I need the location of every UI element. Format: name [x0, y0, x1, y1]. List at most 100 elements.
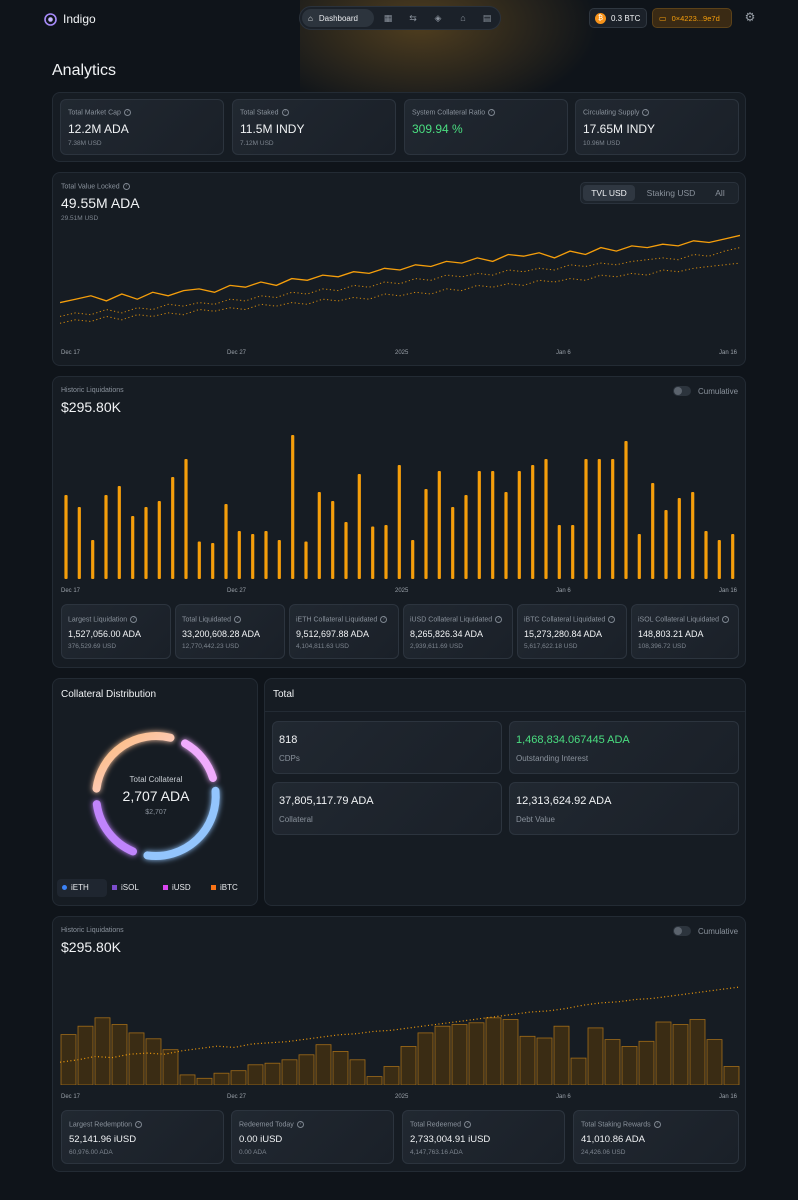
liquidation-bar: [531, 465, 535, 579]
donut-segment-iusd[interactable]: [181, 739, 217, 782]
stat-value: 17.65M INDY: [583, 122, 656, 136]
stat-sub: 4,104,811.63 USD: [296, 643, 349, 650]
cumulative-label: Cumulative: [698, 387, 739, 396]
legend-item-ieth[interactable]: iETH: [57, 879, 107, 897]
x-tick: 2025: [395, 1094, 409, 1100]
stat-sub: 10.96M USD: [583, 140, 621, 147]
cumulative-toggle[interactable]: [673, 386, 691, 396]
liquidations-panel: Historic Liquidations $295.80K Cumulativ…: [52, 376, 746, 668]
liquidation-bar: [344, 522, 348, 579]
btc-balance-button[interactable]: ₿ 0.3 BTC: [589, 8, 647, 28]
total-panel: Total 818 CDPs 1,468,834.067445 ADA Outs…: [264, 678, 746, 906]
stat-card: Circulating Supply? 17.65M INDY 10.96M U…: [575, 99, 739, 155]
info-icon[interactable]: ?: [495, 616, 503, 623]
info-icon[interactable]: ?: [488, 109, 496, 116]
info-icon[interactable]: ?: [122, 183, 130, 190]
redemption-bar: [689, 1019, 706, 1085]
x-tick: 2025: [395, 588, 409, 594]
info-icon[interactable]: ?: [234, 616, 242, 623]
nav-dashboard-button[interactable]: ⌂ Dashboard: [302, 9, 374, 27]
cumulative-toggle[interactable]: [673, 926, 691, 936]
tab-tvl-usd[interactable]: TVL USD: [583, 185, 635, 201]
btc-balance: 0.3 BTC: [611, 13, 641, 23]
legend-dot: [211, 885, 216, 891]
donut-center-sub: $2,707: [145, 809, 167, 816]
collateral-panel: Collateral Distribution Total Collateral…: [52, 678, 258, 906]
info-icon[interactable]: ?: [380, 616, 388, 623]
tab-all[interactable]: All: [715, 188, 725, 198]
legend-item-isol[interactable]: iSOL: [112, 879, 139, 897]
legend-dot: [112, 885, 117, 891]
info-icon[interactable]: ?: [642, 109, 650, 116]
wallet-button[interactable]: ▭ 0×4223...9e7d: [652, 8, 732, 28]
liquidation-bar: [584, 459, 588, 579]
info-icon[interactable]: ?: [123, 109, 131, 116]
liquidation-bar: [677, 498, 681, 579]
redemption-bar: [400, 1046, 417, 1085]
stat-label: Total Staked: [240, 109, 279, 117]
page-title: Analytics: [52, 62, 117, 79]
stat-sub: 108,396.72 USD: [638, 643, 687, 650]
liquidations-chart: [64, 435, 735, 579]
donut-segment-isol[interactable]: [92, 800, 137, 856]
tab-staking-usd[interactable]: Staking USD: [646, 188, 696, 198]
liquidation-bar: [664, 510, 668, 579]
nav-bank-icon[interactable]: ⌂: [460, 13, 466, 23]
liquidation-bar: [491, 471, 495, 579]
info-icon[interactable]: ?: [135, 1121, 143, 1128]
stat-value: 52,141.96 iUSD: [69, 1134, 137, 1145]
info-icon[interactable]: ?: [653, 1121, 661, 1128]
liquidation-bar: [571, 525, 575, 579]
legend-item-ibtc[interactable]: iBTC: [211, 879, 238, 897]
nav-shield-icon[interactable]: ◈: [434, 13, 442, 23]
redemption-bar: [485, 1017, 502, 1085]
redemption-stat-card: Redeemed Today? 0.00 iUSD 0.00 ADA: [231, 1110, 394, 1164]
nav-grid-icon[interactable]: ▦: [383, 13, 393, 23]
wallet-address: 0×4223...9e7d: [671, 13, 720, 23]
stat-value: 148,803.21 ADA: [638, 629, 704, 639]
info-icon[interactable]: ?: [722, 616, 730, 623]
liquidation-bar: [704, 531, 708, 579]
stat-value: 12.2M ADA: [68, 122, 129, 136]
liquidation-bar: [171, 477, 175, 579]
x-tick: Jan 16: [719, 350, 738, 356]
settings-gear-icon[interactable]: ⚙: [744, 10, 756, 24]
redemption-stat-card: Total Redeemed? 2,733,004.91 iUSD 4,147,…: [402, 1110, 565, 1164]
stats-panel: Total Market Cap? 12.2M ADA 7.38M USD To…: [52, 92, 746, 162]
x-tick: Dec 27: [227, 350, 247, 356]
liquidation-stat-card: iUSD Collateral Liquidated? 8,265,826.34…: [403, 604, 513, 659]
logo[interactable]: Indigo: [44, 11, 96, 27]
redemption-bar: [196, 1077, 213, 1085]
info-icon[interactable]: ?: [463, 1121, 471, 1128]
redemptions-value: $295.80K: [61, 939, 121, 955]
wallet-icon: ▭: [659, 13, 667, 23]
redemption-bar: [162, 1049, 179, 1085]
donut-center-label: Total Collateral: [129, 775, 183, 784]
legend-item-iusd[interactable]: iUSD: [163, 879, 191, 897]
redemption-bar: [128, 1032, 145, 1085]
donut-segment-ibtc[interactable]: [92, 732, 175, 793]
redemption-cumulative-line: [60, 986, 740, 1063]
nav-swap-icon[interactable]: ⇆: [409, 13, 417, 23]
info-icon[interactable]: ?: [608, 616, 616, 623]
tvl-value: 49.55M ADA: [61, 195, 140, 211]
donut-segment-ieth[interactable]: [143, 786, 220, 860]
liquidation-bar: [211, 543, 215, 579]
stat-sub: 7.38M USD: [68, 140, 102, 147]
liquidations-value: $295.80K: [61, 399, 121, 415]
liquidation-bar: [224, 504, 228, 579]
redemption-bar: [434, 1025, 451, 1085]
info-icon[interactable]: ?: [296, 1121, 304, 1128]
info-icon[interactable]: ?: [130, 616, 138, 623]
redemption-bar: [723, 1066, 740, 1085]
liquidation-bar: [384, 525, 388, 579]
liquidation-bar: [424, 489, 428, 579]
nav-doc-icon[interactable]: ▤: [482, 13, 492, 23]
total-card: 12,313,624.92 ADA Debt Value: [509, 782, 739, 835]
liquidation-stat-card: Total Liquidated? 33,200,608.28 ADA 12,7…: [175, 604, 285, 659]
liquidation-bar: [437, 471, 441, 579]
liquidation-bar: [291, 435, 295, 579]
info-icon[interactable]: ?: [281, 109, 289, 116]
legend-dot: [163, 885, 168, 891]
redemption-stat-card: Total Staking Rewards? 41,010.86 ADA 24,…: [573, 1110, 739, 1164]
